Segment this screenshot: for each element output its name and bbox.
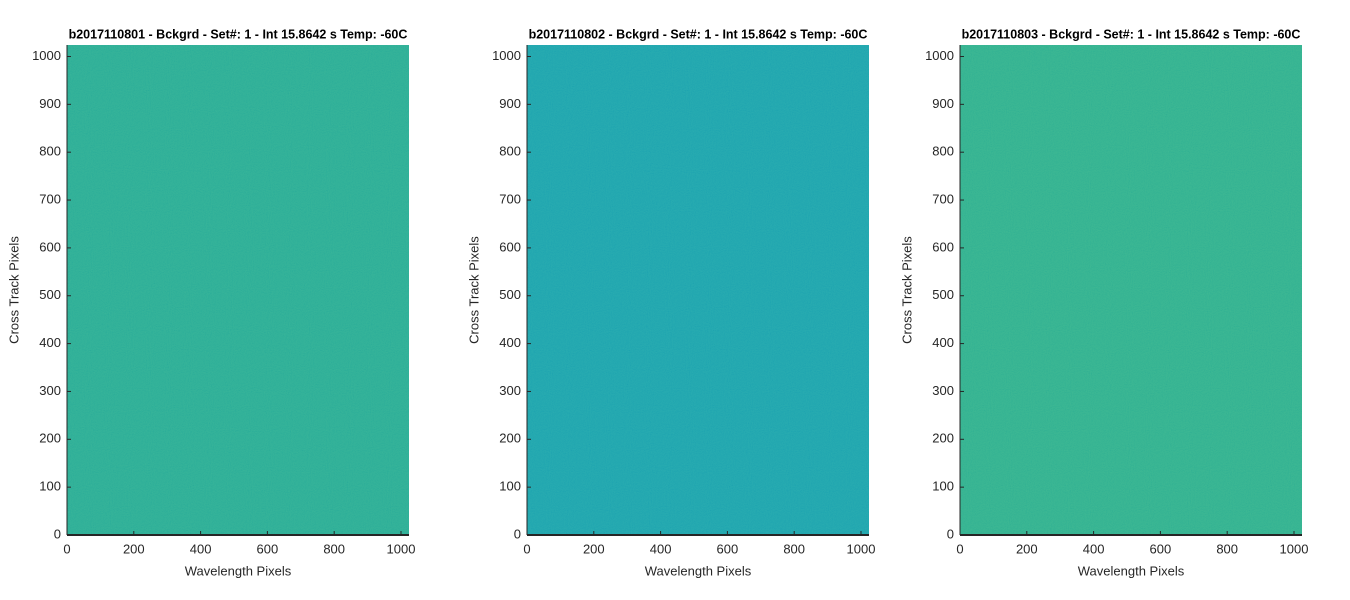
x-tick-label: 400 xyxy=(650,541,672,556)
x-tick-label: 200 xyxy=(583,541,605,556)
y-tick-label: 800 xyxy=(932,144,954,159)
y-tick-label: 100 xyxy=(499,479,521,494)
y-tick-label: 600 xyxy=(39,239,61,254)
y-tick-label: 800 xyxy=(39,144,61,159)
y-tick-label: 0 xyxy=(947,526,954,541)
y-tick-label: 100 xyxy=(932,479,954,494)
y-tick-label: 100 xyxy=(39,479,61,494)
chart-title: b2017110802 - Bckgrd - Set#: 1 - Int 15.… xyxy=(529,27,868,41)
y-tick-label: 0 xyxy=(54,526,61,541)
y-axis-label: Cross Track Pixels xyxy=(6,236,21,344)
y-tick-label: 1000 xyxy=(32,48,61,63)
y-tick-label: 400 xyxy=(932,335,954,350)
y-tick-label: 700 xyxy=(499,191,521,206)
y-tick-label: 900 xyxy=(932,96,954,111)
image-texture xyxy=(960,45,1302,535)
y-tick-label: 400 xyxy=(499,335,521,350)
y-tick-label: 200 xyxy=(932,431,954,446)
chart-title: b2017110803 - Bckgrd - Set#: 1 - Int 15.… xyxy=(962,27,1301,41)
x-tick-label: 400 xyxy=(1083,541,1105,556)
y-tick-label: 600 xyxy=(932,239,954,254)
y-tick-label: 900 xyxy=(499,96,521,111)
y-tick-label: 700 xyxy=(932,191,954,206)
y-tick-label: 500 xyxy=(932,287,954,302)
x-tick-label: 0 xyxy=(523,541,530,556)
image-texture xyxy=(67,45,409,535)
y-tick-label: 300 xyxy=(499,383,521,398)
y-tick-label: 300 xyxy=(39,383,61,398)
x-tick-label: 200 xyxy=(123,541,145,556)
x-axis-label: Wavelength Pixels xyxy=(1078,563,1185,578)
y-tick-label: 700 xyxy=(39,191,61,206)
y-tick-label: 600 xyxy=(499,239,521,254)
y-tick-label: 400 xyxy=(39,335,61,350)
x-tick-label: 600 xyxy=(257,541,279,556)
x-tick-label: 600 xyxy=(1150,541,1172,556)
x-tick-label: 1000 xyxy=(387,541,416,556)
x-tick-label: 0 xyxy=(63,541,70,556)
x-tick-label: 800 xyxy=(323,541,345,556)
y-tick-label: 900 xyxy=(39,96,61,111)
x-tick-label: 600 xyxy=(717,541,739,556)
y-tick-label: 500 xyxy=(39,287,61,302)
image-texture xyxy=(527,45,869,535)
y-axis-label: Cross Track Pixels xyxy=(466,236,481,344)
x-tick-label: 800 xyxy=(783,541,805,556)
y-tick-label: 1000 xyxy=(492,48,521,63)
x-axis-label: Wavelength Pixels xyxy=(645,563,752,578)
y-axis-label: Cross Track Pixels xyxy=(899,236,914,344)
x-tick-label: 800 xyxy=(1216,541,1238,556)
y-tick-label: 800 xyxy=(499,144,521,159)
x-tick-label: 200 xyxy=(1016,541,1038,556)
x-tick-label: 0 xyxy=(956,541,963,556)
y-tick-label: 200 xyxy=(499,431,521,446)
x-tick-label: 1000 xyxy=(1280,541,1309,556)
y-tick-label: 300 xyxy=(932,383,954,398)
y-tick-label: 1000 xyxy=(925,48,954,63)
y-tick-label: 500 xyxy=(499,287,521,302)
x-tick-label: 400 xyxy=(190,541,212,556)
chart-title: b2017110801 - Bckgrd - Set#: 1 - Int 15.… xyxy=(69,27,408,41)
y-tick-label: 0 xyxy=(514,526,521,541)
y-tick-label: 200 xyxy=(39,431,61,446)
x-tick-label: 1000 xyxy=(847,541,876,556)
x-axis-label: Wavelength Pixels xyxy=(185,563,292,578)
